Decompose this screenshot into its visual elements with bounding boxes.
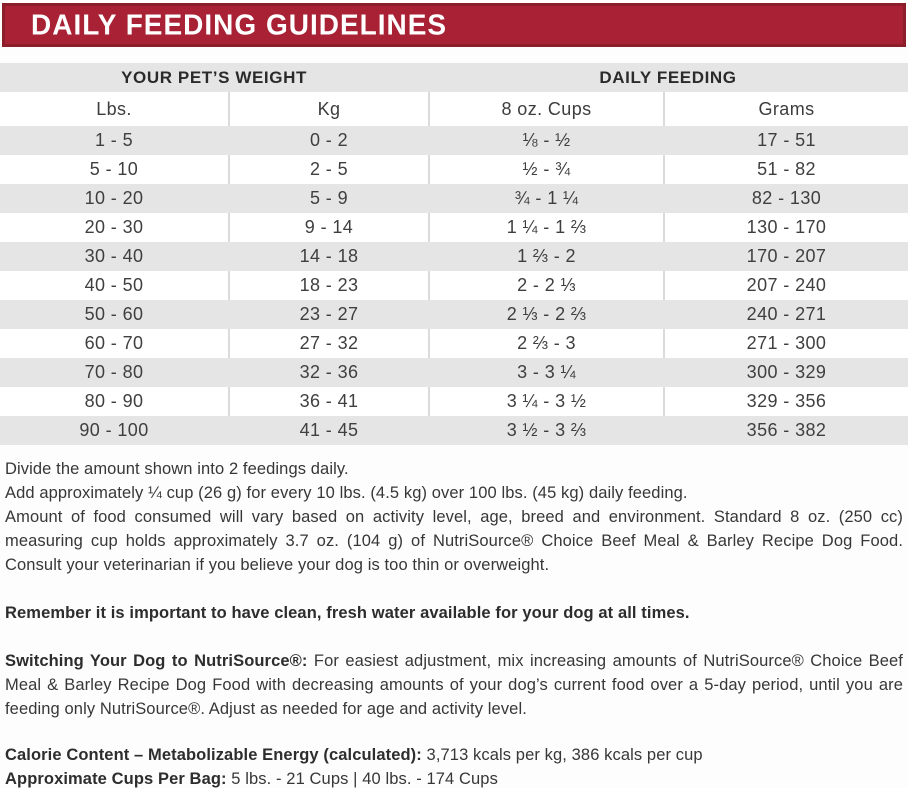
- cell-grams: 17 - 51: [663, 126, 908, 155]
- cell-cups: 2 ⅔ - 3: [428, 329, 664, 358]
- cell-cups: 2 ⅓ - 2 ⅔: [428, 300, 664, 329]
- group-header-daily-feeding: DAILY FEEDING: [428, 63, 908, 92]
- cell-cups: 3 ½ - 3 ⅔: [428, 416, 664, 445]
- table-row: 70 - 80 32 - 36 3 - 3 ¼ 300 - 329: [0, 358, 908, 387]
- notes-section: Divide the amount shown into 2 feedings …: [0, 445, 908, 788]
- cell-cups: 3 ¼ - 3 ½: [428, 387, 664, 416]
- cell-grams: 207 - 240: [663, 271, 908, 300]
- cell-lbs: 70 - 80: [0, 358, 228, 387]
- switching-label: Switching Your Dog to NutriSource®:: [5, 652, 308, 670]
- note-switching: Switching Your Dog to NutriSource®: For …: [5, 649, 903, 721]
- note-fresh-water: Remember it is important to have clean, …: [5, 604, 690, 622]
- cell-cups: ¾ - 1 ¼: [428, 184, 664, 213]
- note-calorie-content: Calorie Content – Metabolizable Energy (…: [5, 743, 903, 767]
- switching-text: For easiest adjustment, mix increasing a…: [5, 652, 903, 718]
- cell-lbs: 10 - 20: [0, 184, 228, 213]
- cell-kg: 27 - 32: [228, 329, 429, 358]
- cell-cups: 3 - 3 ¼: [428, 358, 664, 387]
- note-consumption-varies: Amount of food consumed will vary based …: [5, 508, 903, 574]
- table-row: 30 - 40 14 - 18 1 ⅔ - 2 170 - 207: [0, 242, 908, 271]
- cell-grams: 51 - 82: [663, 155, 908, 184]
- cell-kg: 23 - 27: [228, 300, 429, 329]
- column-header-cups: 8 oz. Cups: [428, 92, 664, 126]
- group-header-row: YOUR PET’S WEIGHT DAILY FEEDING: [0, 63, 908, 92]
- cell-cups: 1 ¼ - 1 ⅔: [428, 213, 664, 242]
- cell-grams: 240 - 271: [663, 300, 908, 329]
- cell-kg: 14 - 18: [228, 242, 429, 271]
- cell-lbs: 50 - 60: [0, 300, 228, 329]
- table-row: 50 - 60 23 - 27 2 ⅓ - 2 ⅔ 240 - 271: [0, 300, 908, 329]
- column-header-grams: Grams: [663, 92, 908, 126]
- cell-grams: 82 - 130: [663, 184, 908, 213]
- note-over-100-lbs: Add approximately ¼ cup (26 g) for every…: [5, 484, 688, 502]
- cell-lbs: 60 - 70: [0, 329, 228, 358]
- cell-grams: 271 - 300: [663, 329, 908, 358]
- cell-kg: 0 - 2: [228, 126, 429, 155]
- cell-cups: 1 ⅔ - 2: [428, 242, 664, 271]
- group-header-pet-weight: YOUR PET’S WEIGHT: [0, 63, 429, 92]
- cell-grams: 329 - 356: [663, 387, 908, 416]
- table-row: 5 - 10 2 - 5 ½ - ¾ 51 - 82: [0, 155, 908, 184]
- table-row: 80 - 90 36 - 41 3 ¼ - 3 ½ 329 - 356: [0, 387, 908, 416]
- cell-cups: ½ - ¾: [428, 155, 664, 184]
- column-header-lbs: Lbs.: [0, 92, 228, 126]
- cell-kg: 41 - 45: [228, 416, 429, 445]
- cell-kg: 32 - 36: [228, 358, 429, 387]
- cell-lbs: 5 - 10: [0, 155, 228, 184]
- cell-lbs: 90 - 100: [0, 416, 228, 445]
- note-divide-feedings: Divide the amount shown into 2 feedings …: [5, 460, 349, 478]
- cell-grams: 356 - 382: [663, 416, 908, 445]
- cell-kg: 2 - 5: [228, 155, 429, 184]
- cell-grams: 300 - 329: [663, 358, 908, 387]
- cell-cups: ⅛ - ½: [428, 126, 664, 155]
- cell-lbs: 80 - 90: [0, 387, 228, 416]
- table-row: 40 - 50 18 - 23 2 - 2 ⅓ 207 - 240: [0, 271, 908, 300]
- cell-kg: 5 - 9: [228, 184, 429, 213]
- calorie-value: 3,713 kcals per kg, 386 kcals per cup: [421, 746, 703, 764]
- title-bar: DAILY FEEDING GUIDELINES: [2, 3, 906, 47]
- calorie-label: Calorie Content – Metabolizable Energy (…: [5, 746, 422, 764]
- cell-kg: 9 - 14: [228, 213, 429, 242]
- cell-kg: 36 - 41: [228, 387, 429, 416]
- column-header-row: Lbs. Kg 8 oz. Cups Grams: [0, 92, 908, 126]
- cell-grams: 170 - 207: [663, 242, 908, 271]
- cell-lbs: 1 - 5: [0, 126, 228, 155]
- feeding-table: YOUR PET’S WEIGHT DAILY FEEDING Lbs. Kg …: [0, 63, 908, 445]
- feeding-guidelines-page: DAILY FEEDING GUIDELINES YOUR PET’S WEIG…: [0, 3, 908, 788]
- table-row: 1 - 5 0 - 2 ⅛ - ½ 17 - 51: [0, 126, 908, 155]
- cell-lbs: 20 - 30: [0, 213, 228, 242]
- cell-grams: 130 - 170: [663, 213, 908, 242]
- cups-per-bag-value: 5 lbs. - 21 Cups | 40 lbs. - 174 Cups: [226, 770, 498, 788]
- note-cups-per-bag: Approximate Cups Per Bag: 5 lbs. - 21 Cu…: [5, 767, 903, 788]
- cell-lbs: 40 - 50: [0, 271, 228, 300]
- table-row: 20 - 30 9 - 14 1 ¼ - 1 ⅔ 130 - 170: [0, 213, 908, 242]
- table-row: 60 - 70 27 - 32 2 ⅔ - 3 271 - 300: [0, 329, 908, 358]
- table-row: 10 - 20 5 - 9 ¾ - 1 ¼ 82 - 130: [0, 184, 908, 213]
- cell-lbs: 30 - 40: [0, 242, 228, 271]
- table-row: 90 - 100 41 - 45 3 ½ - 3 ⅔ 356 - 382: [0, 416, 908, 445]
- cups-per-bag-label: Approximate Cups Per Bag:: [5, 770, 227, 788]
- cell-cups: 2 - 2 ⅓: [428, 271, 664, 300]
- column-header-kg: Kg: [228, 92, 429, 126]
- cell-kg: 18 - 23: [228, 271, 429, 300]
- page-title: DAILY FEEDING GUIDELINES: [31, 8, 448, 41]
